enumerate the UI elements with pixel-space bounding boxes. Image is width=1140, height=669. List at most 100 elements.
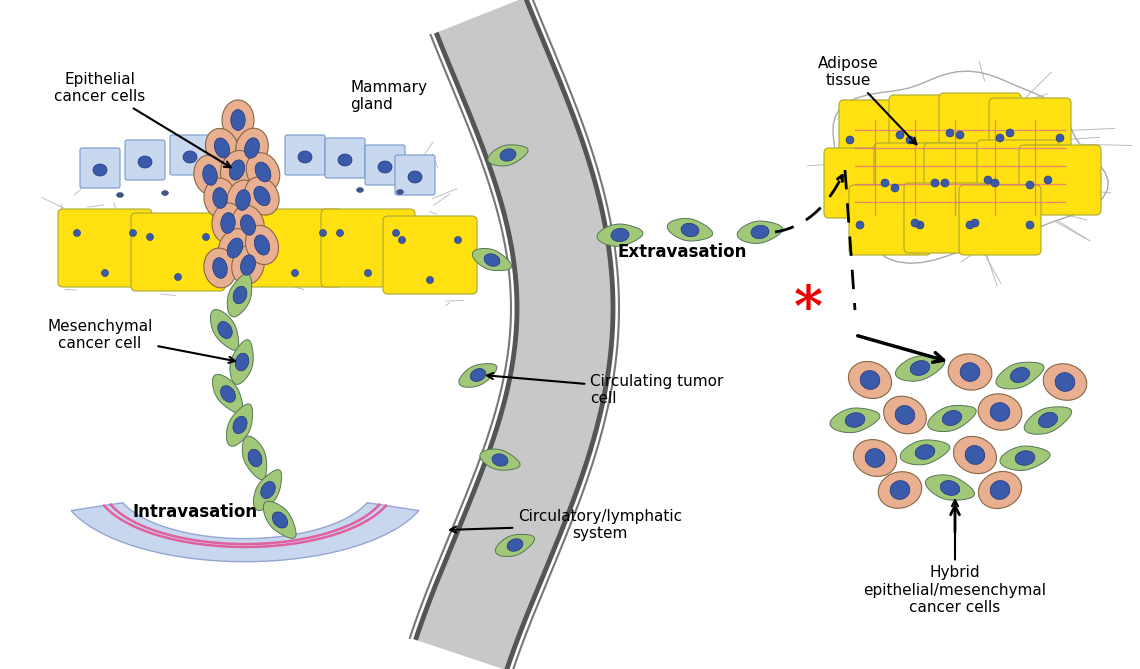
Ellipse shape [249,450,262,467]
FancyBboxPatch shape [990,98,1070,168]
Ellipse shape [205,128,238,167]
FancyBboxPatch shape [849,185,931,255]
Ellipse shape [426,276,433,284]
Ellipse shape [130,229,137,237]
Polygon shape [495,535,535,557]
Ellipse shape [357,187,364,193]
FancyBboxPatch shape [383,216,477,294]
Ellipse shape [943,411,962,425]
Ellipse shape [194,155,226,195]
Ellipse shape [220,386,236,402]
Polygon shape [227,404,253,446]
Ellipse shape [1044,176,1052,184]
Ellipse shape [984,176,992,184]
Ellipse shape [227,238,243,258]
Ellipse shape [272,512,287,528]
Ellipse shape [971,219,979,227]
Ellipse shape [263,229,270,237]
Polygon shape [738,221,783,244]
Ellipse shape [337,154,352,166]
Ellipse shape [204,178,236,218]
Ellipse shape [978,394,1021,430]
Ellipse shape [184,151,197,163]
Ellipse shape [960,363,980,381]
Ellipse shape [500,149,516,161]
Ellipse shape [212,203,244,243]
Ellipse shape [162,191,169,195]
Ellipse shape [890,480,910,499]
FancyBboxPatch shape [321,209,415,287]
Polygon shape [243,436,267,480]
FancyBboxPatch shape [249,209,342,287]
Polygon shape [480,449,520,470]
Ellipse shape [895,405,914,424]
Text: Extravasation: Extravasation [618,243,748,261]
Ellipse shape [241,255,255,275]
FancyBboxPatch shape [80,148,120,188]
Polygon shape [597,224,643,246]
Ellipse shape [246,153,279,191]
FancyBboxPatch shape [939,93,1021,163]
Polygon shape [211,310,238,351]
Ellipse shape [966,221,974,229]
Ellipse shape [222,100,254,140]
FancyBboxPatch shape [285,135,325,175]
Ellipse shape [336,229,343,237]
Text: Circulating tumor
cell: Circulating tumor cell [487,373,724,406]
Ellipse shape [233,286,247,304]
Ellipse shape [917,221,925,229]
Ellipse shape [470,369,486,381]
FancyBboxPatch shape [1019,145,1101,215]
Polygon shape [263,501,296,539]
Ellipse shape [1056,134,1064,142]
Ellipse shape [231,205,264,245]
Ellipse shape [245,138,260,158]
Ellipse shape [214,138,229,158]
Ellipse shape [254,235,270,255]
Ellipse shape [991,480,1010,500]
Ellipse shape [93,164,107,176]
FancyBboxPatch shape [904,183,986,253]
Text: Epithelial
cancer cells: Epithelial cancer cells [55,72,230,167]
Ellipse shape [881,179,889,187]
Ellipse shape [507,539,523,551]
Ellipse shape [399,237,406,244]
Ellipse shape [236,190,251,210]
FancyBboxPatch shape [170,135,210,175]
Ellipse shape [846,136,854,144]
Ellipse shape [221,213,235,233]
Polygon shape [415,0,613,669]
Ellipse shape [991,179,999,187]
Ellipse shape [978,472,1021,508]
FancyBboxPatch shape [394,155,435,195]
FancyBboxPatch shape [889,95,971,165]
Ellipse shape [751,225,770,239]
Polygon shape [488,145,528,166]
Text: Mesenchymal
cancer cell: Mesenchymal cancer cell [48,319,235,363]
Ellipse shape [891,184,899,192]
Ellipse shape [878,472,922,508]
Ellipse shape [233,416,247,434]
FancyBboxPatch shape [365,145,405,185]
Polygon shape [227,273,252,317]
Ellipse shape [966,446,985,464]
Ellipse shape [865,449,885,468]
Ellipse shape [255,162,271,182]
Ellipse shape [365,270,372,276]
Ellipse shape [220,151,253,189]
Ellipse shape [906,136,914,144]
Polygon shape [926,475,975,500]
Ellipse shape [455,237,462,244]
Ellipse shape [845,413,865,427]
FancyBboxPatch shape [874,143,956,213]
Ellipse shape [213,187,227,208]
Ellipse shape [953,436,996,474]
Ellipse shape [681,223,699,237]
FancyBboxPatch shape [58,209,152,287]
Ellipse shape [896,131,904,139]
Ellipse shape [245,177,279,215]
Ellipse shape [73,229,81,237]
Ellipse shape [408,171,422,183]
Polygon shape [212,375,243,413]
Ellipse shape [245,225,278,264]
